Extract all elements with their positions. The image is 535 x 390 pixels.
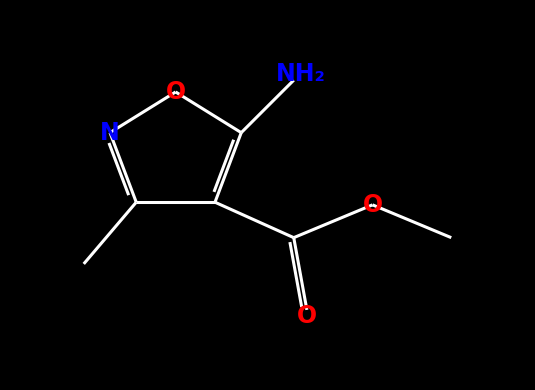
Text: N: N xyxy=(100,121,120,145)
Text: NH₂: NH₂ xyxy=(276,62,325,85)
Text: O: O xyxy=(165,80,186,104)
Text: O: O xyxy=(362,193,383,217)
Text: O: O xyxy=(297,305,317,328)
